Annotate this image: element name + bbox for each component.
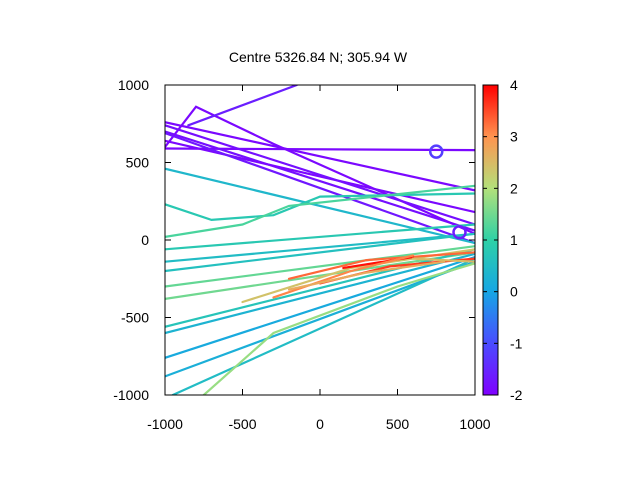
colorbar-tick-label: 0 bbox=[510, 284, 518, 300]
track-loop bbox=[429, 144, 444, 159]
y-tick-label: 1000 bbox=[118, 77, 149, 93]
y-tick-label: 500 bbox=[126, 155, 150, 171]
track-line bbox=[165, 256, 475, 359]
y-axis: 1000 500 0 -500 -1000 bbox=[113, 77, 475, 403]
x-tick-label: -500 bbox=[228, 416, 256, 432]
y-tick-label: -1000 bbox=[113, 387, 149, 403]
colorbar-tick-label: 2 bbox=[510, 180, 518, 196]
track-line bbox=[165, 252, 475, 335]
track-line bbox=[272, 254, 415, 299]
y-tick-label: 0 bbox=[141, 232, 149, 248]
colorbar-tick-label: 1 bbox=[510, 232, 518, 248]
colorbar-tick-label: -1 bbox=[510, 335, 523, 351]
track-loop bbox=[452, 225, 467, 240]
track-line bbox=[287, 251, 475, 280]
track-line bbox=[165, 167, 475, 245]
track-line bbox=[411, 257, 475, 263]
colorbar-tick-label: 3 bbox=[510, 129, 518, 145]
x-tick-label: 1000 bbox=[459, 416, 490, 432]
track-line bbox=[171, 257, 475, 395]
x-tick-label: 0 bbox=[316, 416, 324, 432]
track-line bbox=[165, 184, 475, 238]
track-line bbox=[165, 245, 475, 288]
colorbar: 4 3 2 1 0 -1 -2 bbox=[482, 77, 523, 403]
colorbar-tick-label: 4 bbox=[510, 77, 518, 93]
track-line bbox=[165, 130, 475, 232]
x-axis: -1000 -500 0 500 1000 bbox=[147, 85, 491, 432]
track-line bbox=[165, 105, 475, 235]
tracks-layer bbox=[165, 85, 475, 395]
x-tick-label: 500 bbox=[386, 416, 410, 432]
track-line bbox=[165, 232, 475, 263]
track-line bbox=[165, 121, 475, 192]
track-line bbox=[165, 139, 475, 214]
track-line bbox=[165, 232, 475, 273]
track-line bbox=[165, 132, 475, 245]
track-line bbox=[165, 248, 475, 328]
track-line bbox=[165, 192, 475, 222]
plot-area bbox=[164, 84, 476, 396]
track-line bbox=[165, 124, 475, 226]
chart-title: Centre 5326.84 N; 305.94 W bbox=[229, 49, 408, 65]
track-line bbox=[165, 223, 475, 251]
track-line bbox=[287, 260, 446, 291]
track-line bbox=[187, 85, 298, 127]
y-tick-label: -500 bbox=[121, 310, 149, 326]
colorbar-tick-label: -2 bbox=[510, 387, 523, 403]
track-line bbox=[202, 262, 475, 395]
x-tick-label: -1000 bbox=[147, 416, 183, 432]
colorbar-ticks: 4 3 2 1 0 -1 -2 bbox=[483, 77, 523, 403]
